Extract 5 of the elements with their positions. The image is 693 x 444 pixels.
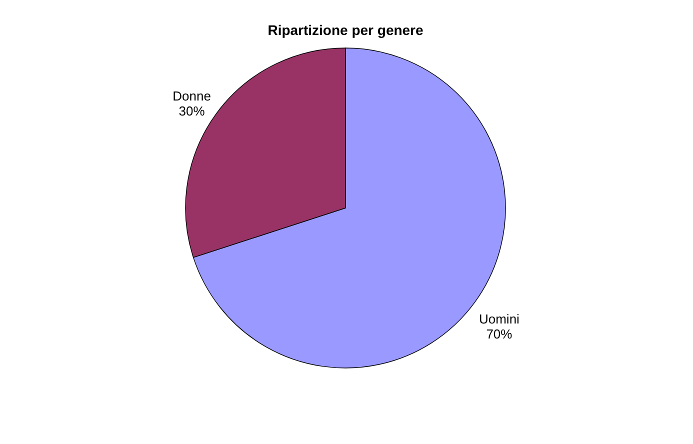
- chart-title: Ripartizione per genere: [268, 22, 424, 38]
- data-label: 70%: [486, 326, 513, 342]
- slice-label: Donne: [172, 88, 211, 104]
- slice-label: Uomini: [478, 312, 520, 327]
- data-label: 30%: [178, 103, 206, 118]
